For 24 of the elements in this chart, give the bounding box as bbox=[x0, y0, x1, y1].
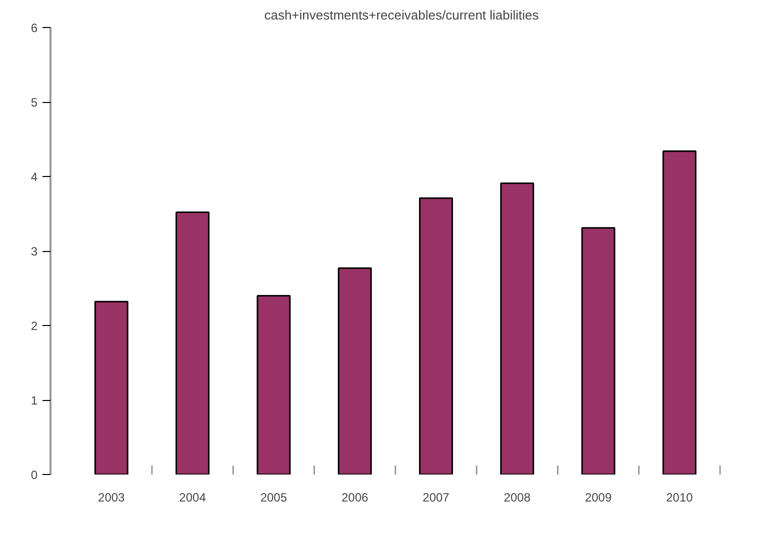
x-tick-label: 2007 bbox=[422, 490, 450, 504]
x-tick-label: 2009 bbox=[584, 490, 612, 504]
bar bbox=[338, 267, 372, 474]
x-tick-label: 2004 bbox=[179, 490, 206, 504]
x-tick-label: 2003 bbox=[98, 490, 126, 504]
y-tick-label: 6 bbox=[30, 21, 38, 35]
x-tick-label: 2008 bbox=[504, 490, 531, 504]
y-tick-label: 2 bbox=[30, 319, 38, 333]
bar bbox=[94, 300, 128, 474]
y-tick-label: 1 bbox=[30, 394, 38, 408]
x-tick-label: 2006 bbox=[341, 490, 369, 504]
y-tick-label: 0 bbox=[30, 468, 38, 482]
y-tick-label: 3 bbox=[30, 244, 38, 258]
y-tick-label: 5 bbox=[30, 96, 38, 110]
x-tick-label: 2010 bbox=[666, 490, 694, 504]
y-tick-label: 4 bbox=[30, 170, 38, 184]
bar bbox=[581, 227, 616, 474]
bar bbox=[500, 182, 534, 474]
bar bbox=[176, 212, 210, 474]
x-tick-label: 2005 bbox=[260, 490, 288, 504]
chart-title: cash+investments+receivables/current liabilities bbox=[264, 8, 540, 22]
bar bbox=[662, 150, 696, 474]
bar bbox=[256, 294, 291, 474]
bar bbox=[419, 197, 453, 474]
